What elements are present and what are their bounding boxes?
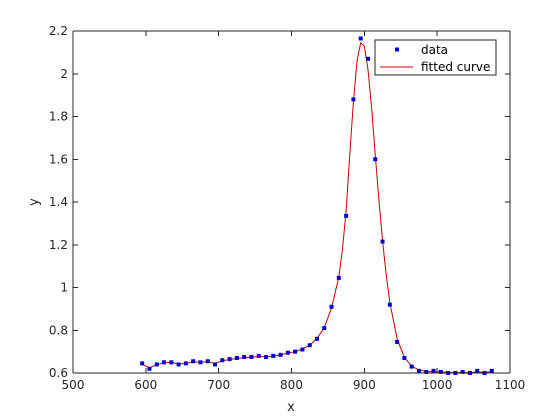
data-point (234, 356, 239, 361)
x-tick-label: 800 (280, 378, 303, 392)
x-tick-label: 900 (353, 378, 376, 392)
data-point (205, 359, 210, 364)
legend-box (374, 39, 497, 76)
data-point (424, 369, 429, 374)
data-point (475, 368, 480, 373)
legend-label-data: data (421, 43, 448, 57)
data-point (176, 362, 181, 367)
y-tick-label: 1.8 (49, 110, 68, 124)
data-point (365, 56, 370, 61)
data-point (300, 347, 305, 352)
data-point (256, 353, 261, 358)
data-point (227, 357, 232, 362)
y-tick-label: 0.8 (49, 323, 68, 337)
data-point (249, 354, 254, 359)
data-point (307, 343, 312, 348)
data-point (344, 213, 349, 218)
data-point (140, 361, 145, 366)
plot-background (73, 31, 510, 373)
x-tick-label: 500 (62, 378, 85, 392)
series-layer (140, 36, 494, 375)
data-point (460, 369, 465, 374)
data-point (438, 369, 443, 374)
data-point (387, 302, 392, 307)
data-point (358, 36, 363, 41)
data-point (322, 326, 327, 331)
x-tick-label: 700 (207, 378, 230, 392)
legend-label-fit: fitted curve (421, 60, 490, 74)
data-point (409, 364, 414, 369)
data-point (373, 157, 378, 162)
y-tick-label: 2 (60, 67, 68, 81)
y-tick-label: 0.6 (49, 366, 68, 380)
x-tick-label: 1100 (495, 378, 526, 392)
data-point (285, 350, 290, 355)
data-point (351, 97, 356, 102)
data-point (264, 354, 269, 359)
data-point (147, 366, 152, 371)
data-point (402, 356, 407, 361)
x-axis-title: x (287, 400, 295, 415)
y-tick-label: 1.2 (49, 238, 68, 252)
data-point (329, 304, 334, 309)
data-point (198, 360, 203, 365)
data-point (213, 362, 218, 367)
data-point (169, 360, 174, 365)
ticks-layer: 500 600 700 800 900 1000 1100 0.6 0.8 1 1.2 1.4 1.6 1… (49, 24, 525, 392)
data-point (191, 359, 196, 364)
y-axis-title: y (27, 198, 42, 206)
y-tick-label: 1.6 (49, 152, 68, 166)
y-tick-label: 2.2 (49, 24, 68, 38)
data-point (154, 362, 159, 367)
data-point (271, 353, 276, 358)
plot-area (73, 31, 510, 373)
y-tick-label: 1.4 (49, 195, 68, 209)
data-point (336, 275, 341, 280)
data-point (314, 336, 319, 341)
data-point (220, 358, 225, 363)
legend: data fitted curve (374, 39, 497, 76)
data-point (242, 354, 247, 359)
data-point (416, 368, 421, 373)
data-point (380, 239, 385, 244)
x-tick-label: 1000 (422, 378, 453, 392)
data-point (293, 349, 298, 354)
data-point (183, 361, 188, 366)
y-tick-label: 1 (60, 281, 68, 295)
data-point (395, 340, 400, 345)
x-tick-label: 600 (134, 378, 157, 392)
data-point (278, 352, 283, 357)
data-point (431, 368, 436, 373)
legend-data-marker (395, 47, 399, 52)
data-point (489, 368, 494, 373)
data-point (162, 360, 167, 365)
